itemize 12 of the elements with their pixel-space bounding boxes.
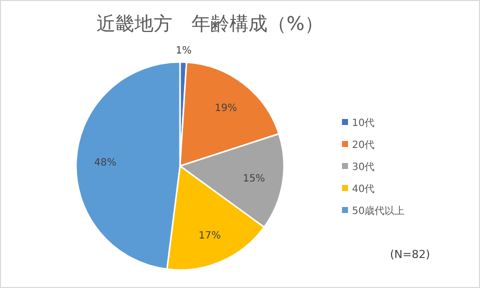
text: (N=82) <box>390 248 430 261</box>
data-label: 48% <box>94 157 116 168</box>
data-label: 19% <box>214 102 238 114</box>
legend-label: 40代 <box>352 184 375 195</box>
legend-label: 30代 <box>352 162 375 173</box>
data-label: 17% <box>198 230 221 242</box>
legend-label: 50歳代以上 <box>352 205 405 217</box>
data-label: 1% <box>176 46 192 57</box>
data-label: 15% <box>242 174 266 185</box>
chart-title: 近畿地方 年齢構成（%） <box>96 13 324 35</box>
legend-label: 10代 <box>352 118 375 129</box>
legend-label: 20代 <box>352 140 375 151</box>
